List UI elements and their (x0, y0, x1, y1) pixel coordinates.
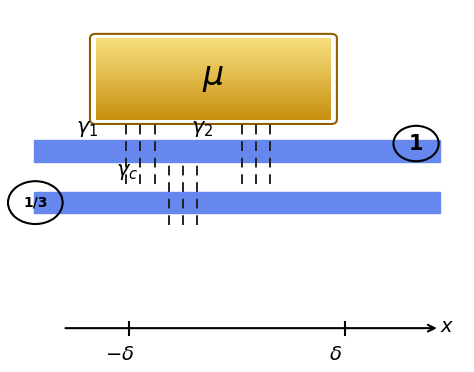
Bar (96, 38, 331, 39)
Bar (96, 108, 331, 109)
Bar (96, 70, 331, 71)
Bar (96, 71, 331, 73)
Bar (96, 105, 331, 106)
Bar (96, 100, 331, 101)
Bar (96, 113, 331, 115)
Bar (96, 99, 331, 100)
Bar (96, 77, 331, 79)
Bar (96, 84, 331, 85)
Bar (96, 60, 331, 62)
Bar (96, 101, 331, 102)
Bar (35, 140, 439, 161)
Bar (96, 114, 331, 115)
Bar (96, 54, 331, 55)
Bar (96, 58, 331, 60)
Bar (96, 43, 331, 44)
Bar (96, 87, 331, 88)
Bar (96, 86, 331, 87)
Bar (96, 61, 331, 62)
Bar (96, 103, 331, 104)
Text: $x$: $x$ (439, 317, 454, 336)
Bar (96, 68, 331, 70)
Bar (96, 81, 331, 82)
Bar (96, 78, 331, 80)
Bar (96, 76, 331, 77)
Bar (96, 62, 331, 64)
Bar (96, 80, 331, 81)
Bar (96, 102, 331, 103)
Text: $\gamma_1$: $\gamma_1$ (76, 119, 98, 139)
Bar (96, 85, 331, 86)
Bar (96, 109, 331, 110)
Bar (96, 47, 331, 48)
Text: 1: 1 (409, 134, 423, 154)
Bar (96, 118, 331, 119)
Bar (96, 51, 331, 52)
Bar (96, 57, 331, 59)
Bar (96, 98, 331, 99)
Bar (96, 63, 331, 65)
Bar (96, 96, 331, 97)
Bar (96, 70, 331, 72)
Bar (96, 77, 331, 78)
Bar (96, 73, 331, 74)
Bar (96, 42, 331, 44)
Bar (96, 95, 331, 96)
Bar (96, 65, 331, 67)
Bar (96, 67, 331, 69)
Bar (96, 64, 331, 66)
Text: $\gamma_c$: $\gamma_c$ (116, 162, 138, 182)
Bar (96, 81, 331, 83)
Bar (96, 56, 331, 58)
Bar (96, 74, 331, 75)
Bar (96, 110, 331, 112)
Bar (96, 106, 331, 108)
Bar (96, 59, 331, 61)
Bar (35, 192, 439, 213)
Bar (96, 93, 331, 94)
Bar (96, 115, 331, 116)
Bar (96, 53, 331, 55)
Bar (96, 40, 331, 41)
Bar (96, 88, 331, 89)
Bar (96, 74, 331, 76)
Bar (96, 112, 331, 113)
Bar (96, 50, 331, 51)
Bar (96, 39, 331, 40)
Bar (96, 111, 331, 112)
Bar (96, 52, 331, 54)
Text: $\mu$: $\mu$ (202, 61, 225, 94)
Bar (96, 66, 331, 68)
Bar (96, 41, 331, 42)
Text: $-\delta$: $-\delta$ (105, 345, 134, 364)
Bar (96, 91, 331, 92)
Bar (96, 107, 331, 108)
Bar (96, 44, 331, 45)
Bar (96, 90, 331, 91)
Bar (96, 92, 331, 93)
Bar (96, 45, 331, 46)
Bar (96, 83, 331, 84)
Bar (96, 46, 331, 48)
Text: $\gamma_2$: $\gamma_2$ (191, 119, 213, 139)
Bar (96, 49, 331, 51)
Bar (96, 94, 331, 95)
Bar (96, 89, 331, 90)
Text: 1/3: 1/3 (23, 196, 47, 209)
Bar (96, 55, 331, 57)
Bar (96, 117, 331, 119)
Text: $\delta$: $\delta$ (329, 345, 342, 364)
Bar (96, 116, 331, 118)
Bar (96, 48, 331, 49)
Bar (96, 97, 331, 98)
Bar (96, 104, 331, 105)
